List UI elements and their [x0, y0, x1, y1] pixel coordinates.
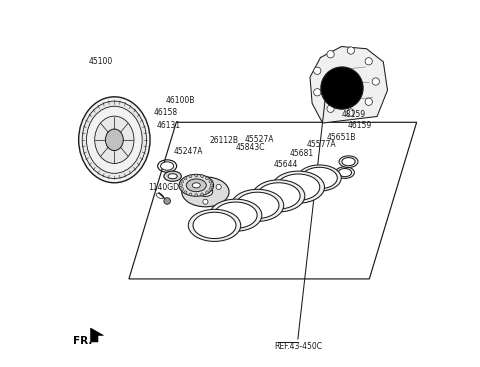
Ellipse shape — [79, 97, 150, 183]
Text: 1140GD: 1140GD — [148, 184, 179, 192]
Ellipse shape — [338, 168, 351, 177]
Text: 46100B: 46100B — [165, 96, 195, 105]
Circle shape — [164, 198, 170, 204]
Text: 45644: 45644 — [274, 160, 298, 169]
Circle shape — [201, 175, 204, 178]
Ellipse shape — [252, 180, 305, 212]
Circle shape — [347, 47, 355, 54]
Ellipse shape — [86, 106, 142, 173]
Circle shape — [209, 180, 212, 183]
Circle shape — [190, 184, 195, 189]
Circle shape — [201, 193, 204, 196]
Circle shape — [313, 89, 321, 96]
Ellipse shape — [182, 177, 229, 207]
Ellipse shape — [95, 116, 134, 163]
Ellipse shape — [209, 199, 262, 231]
Ellipse shape — [342, 157, 355, 166]
Ellipse shape — [277, 174, 320, 200]
Circle shape — [195, 174, 198, 177]
Circle shape — [203, 199, 208, 204]
Text: 45527A: 45527A — [245, 135, 274, 143]
Text: 45681: 45681 — [289, 149, 313, 158]
Text: 45577A: 45577A — [306, 140, 336, 149]
Circle shape — [195, 194, 198, 197]
Ellipse shape — [179, 174, 214, 196]
Ellipse shape — [188, 209, 241, 241]
Text: 45247A: 45247A — [174, 147, 203, 156]
Circle shape — [372, 78, 379, 85]
Text: 45843C: 45843C — [236, 142, 265, 152]
Circle shape — [189, 193, 192, 196]
Circle shape — [327, 51, 334, 58]
Ellipse shape — [193, 212, 236, 239]
Ellipse shape — [168, 174, 177, 179]
Circle shape — [365, 98, 372, 105]
Circle shape — [216, 184, 221, 189]
Circle shape — [209, 188, 212, 190]
Text: 46131: 46131 — [156, 121, 180, 130]
Polygon shape — [91, 328, 103, 342]
Ellipse shape — [339, 156, 358, 167]
Ellipse shape — [298, 165, 341, 191]
Circle shape — [365, 58, 372, 65]
Ellipse shape — [214, 202, 257, 228]
Ellipse shape — [192, 183, 200, 188]
Text: 46159: 46159 — [348, 121, 372, 130]
Ellipse shape — [272, 171, 324, 203]
Circle shape — [184, 177, 187, 180]
Text: 45651B: 45651B — [327, 134, 356, 142]
Text: 26112B: 26112B — [209, 136, 238, 145]
Circle shape — [180, 188, 184, 190]
Text: REF.43-450C: REF.43-450C — [275, 342, 323, 351]
Text: 45100: 45100 — [89, 57, 113, 66]
Polygon shape — [310, 47, 387, 123]
Circle shape — [180, 180, 184, 183]
Ellipse shape — [164, 171, 181, 181]
Circle shape — [205, 177, 209, 180]
Circle shape — [347, 109, 355, 116]
Circle shape — [327, 105, 334, 112]
Ellipse shape — [106, 129, 123, 150]
Ellipse shape — [301, 167, 337, 189]
Circle shape — [180, 184, 182, 187]
Ellipse shape — [257, 183, 300, 209]
Circle shape — [205, 191, 209, 194]
Text: 48159: 48159 — [341, 110, 365, 119]
Ellipse shape — [198, 187, 213, 196]
Ellipse shape — [236, 192, 279, 218]
Circle shape — [321, 67, 363, 109]
Circle shape — [313, 67, 321, 75]
Ellipse shape — [231, 189, 284, 221]
Text: FR.: FR. — [73, 336, 93, 346]
Circle shape — [189, 175, 192, 178]
Circle shape — [184, 191, 187, 194]
Circle shape — [210, 184, 213, 187]
Ellipse shape — [186, 179, 206, 192]
Text: 46158: 46158 — [154, 108, 178, 117]
Ellipse shape — [82, 101, 146, 178]
Ellipse shape — [161, 162, 174, 170]
Ellipse shape — [336, 167, 354, 178]
